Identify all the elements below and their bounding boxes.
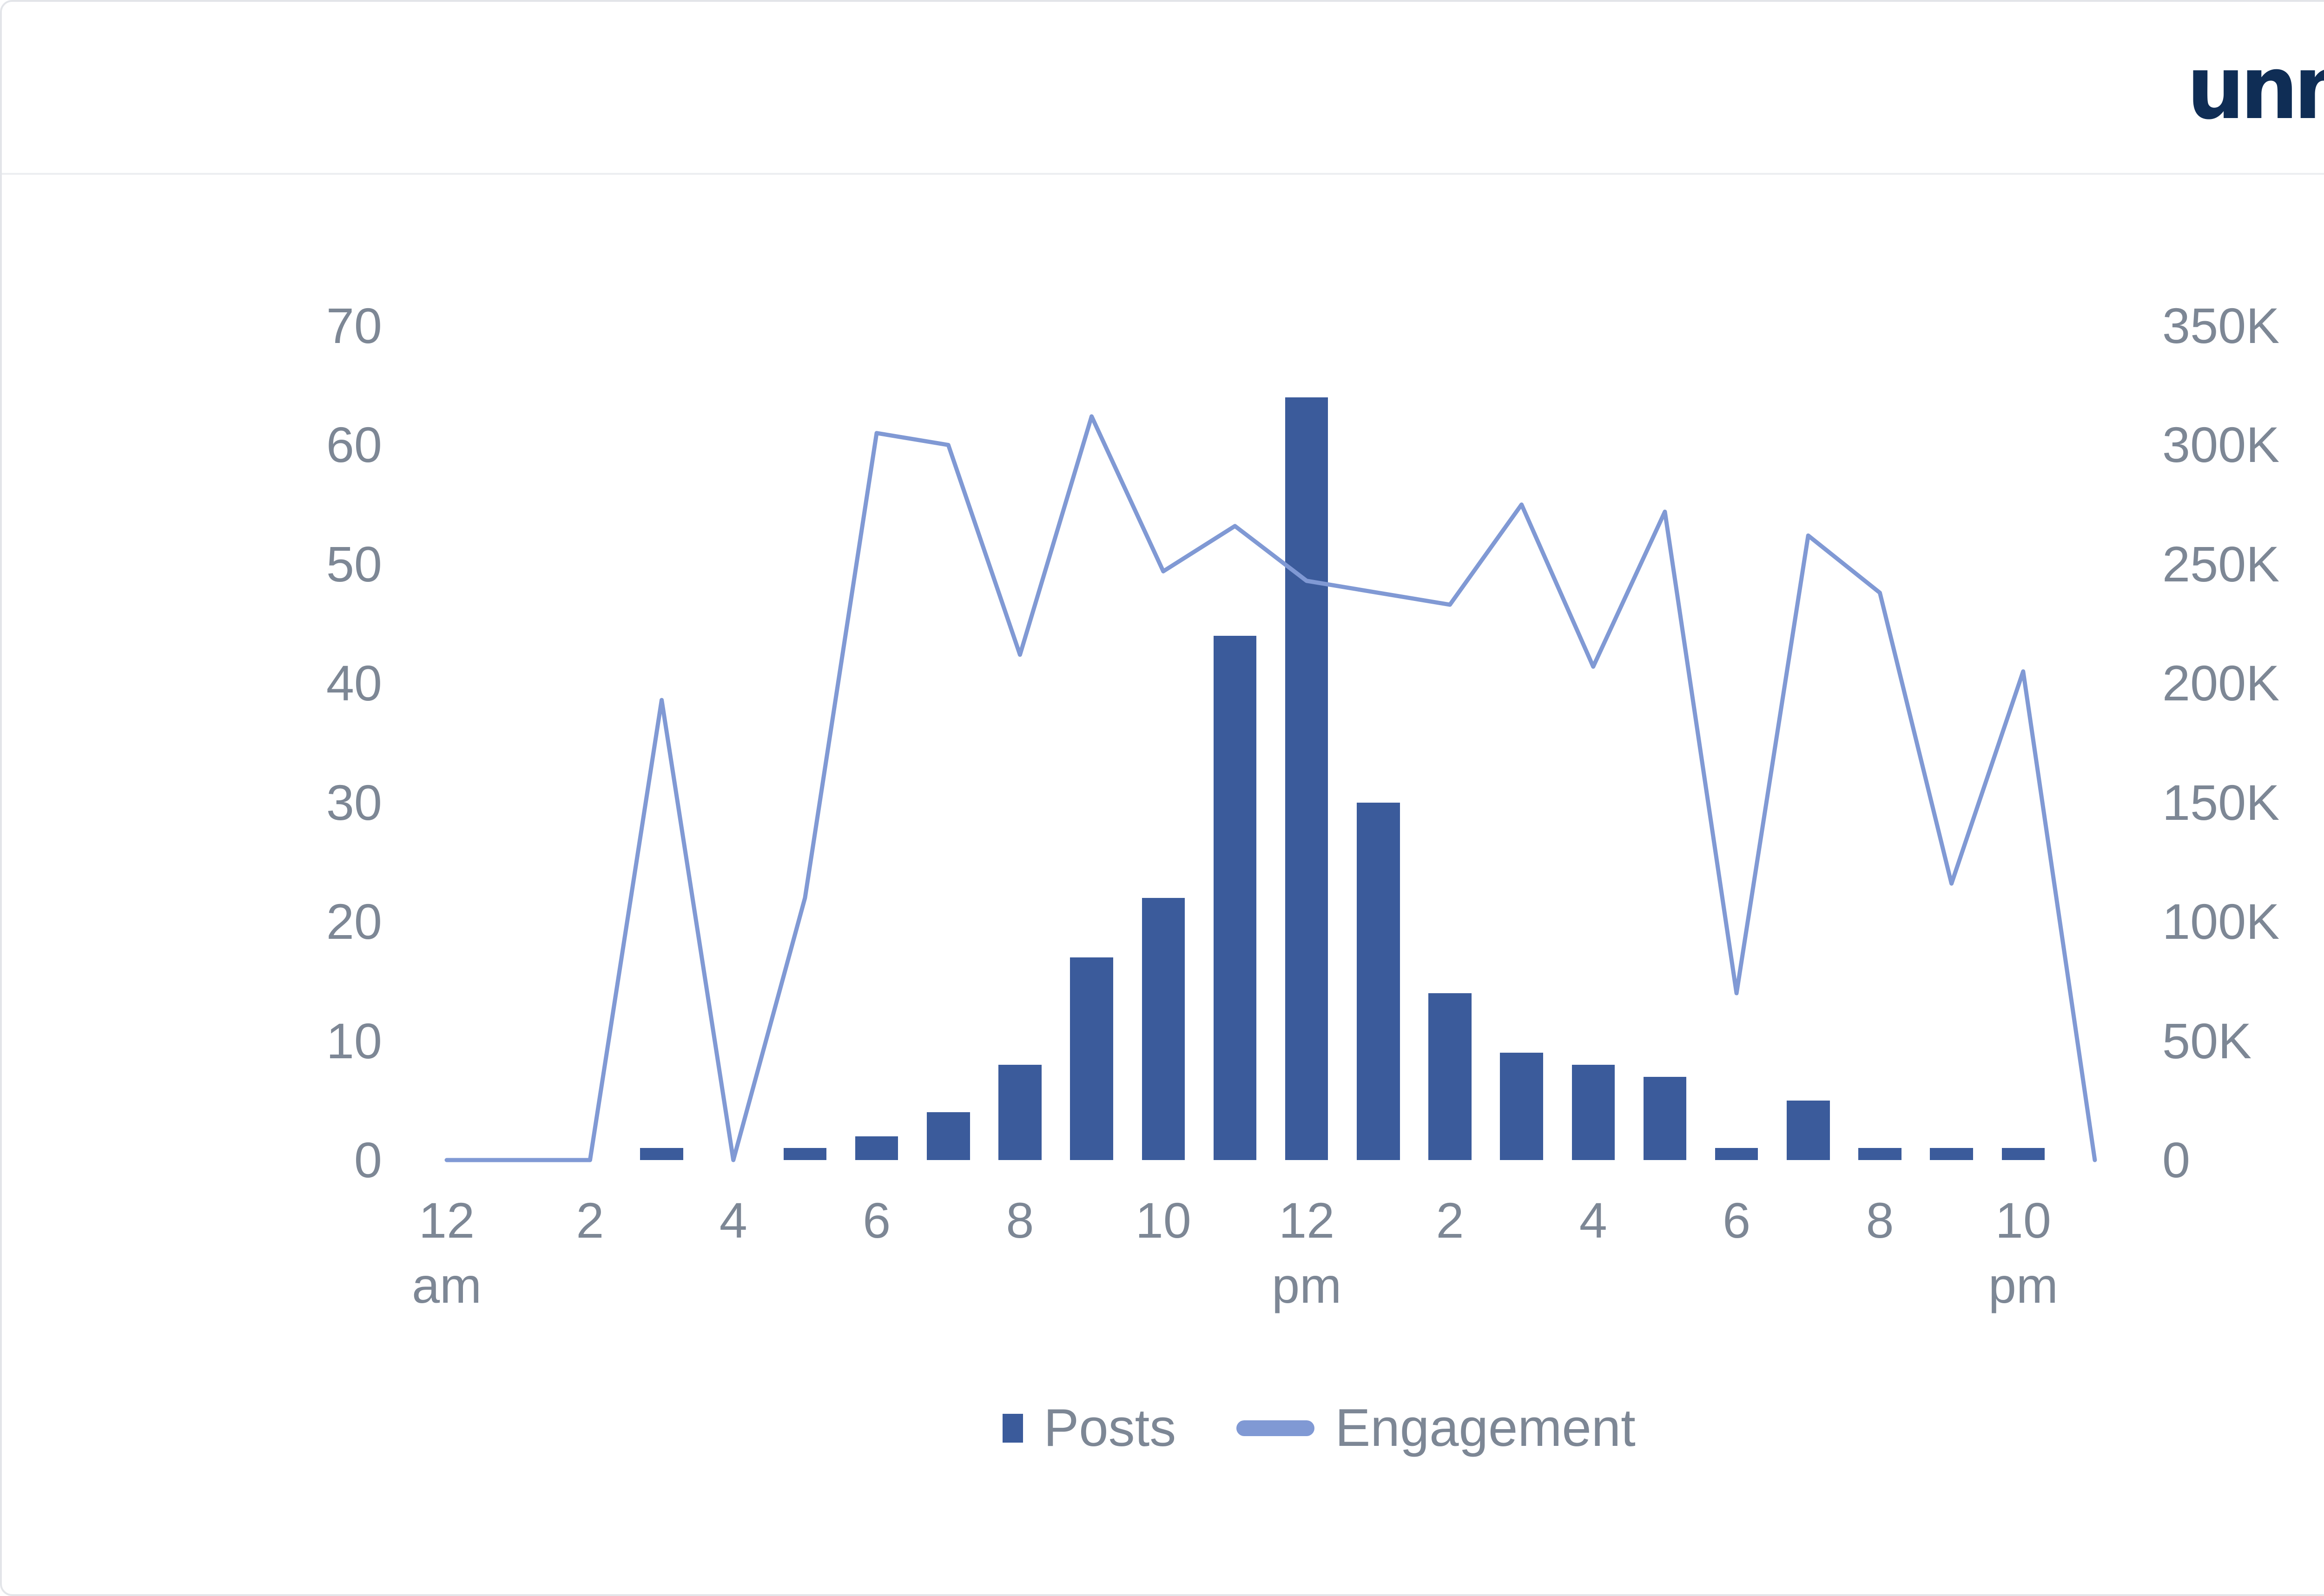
y-tick-left-6: 60 bbox=[326, 416, 382, 473]
bar[interactable] bbox=[1571, 1064, 1615, 1160]
bar[interactable] bbox=[855, 1136, 898, 1160]
card-header: unmetric bbox=[2, 2, 2324, 175]
x-tick-1 bbox=[482, 1188, 554, 1319]
line-marker-icon bbox=[1236, 1420, 1315, 1436]
bar-cell bbox=[984, 326, 1056, 1160]
y-tick-left-2: 20 bbox=[326, 893, 382, 950]
x-tick-20: 8 bbox=[1866, 1192, 1894, 1248]
legend-item-posts[interactable]: Posts bbox=[1003, 1402, 1176, 1455]
y-tick-right-6: 300K bbox=[2162, 416, 2280, 473]
y-tick-left-4: 40 bbox=[326, 655, 382, 712]
x-tick-14: 2 bbox=[1436, 1192, 1464, 1248]
y-tick-left-7: 70 bbox=[326, 297, 382, 354]
bar-cell bbox=[2059, 326, 2131, 1160]
x-tick-10: 10 bbox=[1135, 1192, 1191, 1248]
x-tick-18: 6 bbox=[1723, 1192, 1751, 1248]
x-tick-5 bbox=[769, 1188, 841, 1319]
x-tick-2: 2 bbox=[576, 1192, 604, 1248]
bar-cell bbox=[1271, 326, 1342, 1160]
legend-item-engagement[interactable]: Engagement bbox=[1236, 1398, 1636, 1458]
bar[interactable] bbox=[640, 1148, 683, 1160]
bar-cell bbox=[1772, 326, 1844, 1160]
x-tick-19 bbox=[1772, 1188, 1844, 1319]
bar-cell bbox=[1414, 326, 1486, 1160]
bar[interactable] bbox=[1858, 1148, 1901, 1160]
x-tick-4: 4 bbox=[719, 1192, 747, 1248]
bar[interactable] bbox=[927, 1112, 970, 1160]
bar[interactable] bbox=[1428, 993, 1472, 1160]
bar-cell bbox=[1342, 326, 1414, 1160]
y-tick-left-3: 30 bbox=[326, 774, 382, 831]
x-tick-23 bbox=[2059, 1188, 2131, 1319]
x-tick-17 bbox=[1629, 1188, 1701, 1319]
bar[interactable] bbox=[1285, 397, 1328, 1160]
bar[interactable] bbox=[1930, 1148, 1973, 1160]
x-tick-16: 4 bbox=[1579, 1192, 1607, 1248]
y-tick-right-3: 150K bbox=[2162, 774, 2280, 831]
bar-cell bbox=[698, 326, 769, 1160]
x-tick-11 bbox=[1199, 1188, 1271, 1319]
x-tick-13 bbox=[1342, 1188, 1414, 1319]
bar-cell bbox=[1844, 326, 1915, 1160]
bar[interactable] bbox=[1787, 1100, 1830, 1160]
legend-label-posts: Posts bbox=[1043, 1398, 1176, 1458]
bar-cell bbox=[554, 326, 626, 1160]
x-tick-12: 12 pm bbox=[1272, 1192, 1342, 1314]
bar-cell bbox=[1916, 326, 1987, 1160]
bar-cell bbox=[1558, 326, 1629, 1160]
bar[interactable] bbox=[1643, 1076, 1687, 1160]
unmetric-logo: unmetric bbox=[2187, 37, 2324, 139]
y-tick-left-1: 10 bbox=[326, 1012, 382, 1069]
bar-cell bbox=[1987, 326, 2059, 1160]
bar-series-posts bbox=[411, 326, 2131, 1160]
y-tick-right-4: 200K bbox=[2162, 655, 2280, 712]
plot-area: 0 10 20 30 40 50 60 70 0 50K 100K 150K 200K 250K 300K… bbox=[326, 301, 2279, 1185]
bar-cell bbox=[1701, 326, 1772, 1160]
chart-legend: Posts Engagement bbox=[2, 1402, 2324, 1455]
bar-cell bbox=[626, 326, 698, 1160]
bar-cell bbox=[1486, 326, 1558, 1160]
bar[interactable] bbox=[1715, 1148, 1758, 1160]
y-tick-right-2: 100K bbox=[2162, 893, 2280, 950]
bar[interactable] bbox=[783, 1148, 827, 1160]
bar[interactable] bbox=[1357, 802, 1400, 1160]
x-tick-3 bbox=[626, 1188, 698, 1319]
x-tick-8: 8 bbox=[1006, 1192, 1034, 1248]
bar-cell bbox=[769, 326, 841, 1160]
x-tick-6: 6 bbox=[863, 1192, 891, 1248]
bar[interactable] bbox=[1213, 635, 1257, 1160]
chart-body: 0 10 20 30 40 50 60 70 0 50K 100K 150K 200K 250K 300K… bbox=[2, 175, 2324, 1594]
bar[interactable] bbox=[1500, 1053, 1543, 1160]
bar-cell bbox=[411, 326, 482, 1160]
bar-cell bbox=[912, 326, 984, 1160]
square-marker-icon bbox=[1003, 1414, 1023, 1443]
x-axis: 12 am 2 4 6 8 10 12 pm 2 4 6 8 10 pm bbox=[411, 1188, 2131, 1319]
y-tick-left-0: 0 bbox=[354, 1132, 382, 1188]
bar[interactable] bbox=[998, 1064, 1042, 1160]
x-tick-7 bbox=[912, 1188, 984, 1319]
x-tick-15 bbox=[1486, 1188, 1558, 1319]
bar-cell bbox=[482, 326, 554, 1160]
bar-cell bbox=[1128, 326, 1199, 1160]
bar-cell bbox=[1199, 326, 1271, 1160]
x-tick-22: 10 pm bbox=[1988, 1192, 2058, 1314]
legend-label-engagement: Engagement bbox=[1335, 1398, 1636, 1458]
y-tick-right-7: 350K bbox=[2162, 297, 2280, 354]
bar[interactable] bbox=[1070, 957, 1113, 1160]
y-tick-right-0: 0 bbox=[2162, 1132, 2191, 1188]
y-tick-left-5: 50 bbox=[326, 535, 382, 592]
bar-cell bbox=[1056, 326, 1128, 1160]
x-tick-0: 12 am bbox=[412, 1192, 482, 1314]
bar-cell bbox=[1629, 326, 1701, 1160]
bar-cell bbox=[841, 326, 912, 1160]
bar[interactable] bbox=[2001, 1148, 2045, 1160]
y-tick-right-5: 250K bbox=[2162, 535, 2280, 592]
x-tick-9 bbox=[1056, 1188, 1128, 1319]
x-tick-21 bbox=[1916, 1188, 1987, 1319]
bar[interactable] bbox=[1142, 897, 1185, 1160]
y-tick-right-1: 50K bbox=[2162, 1012, 2252, 1069]
